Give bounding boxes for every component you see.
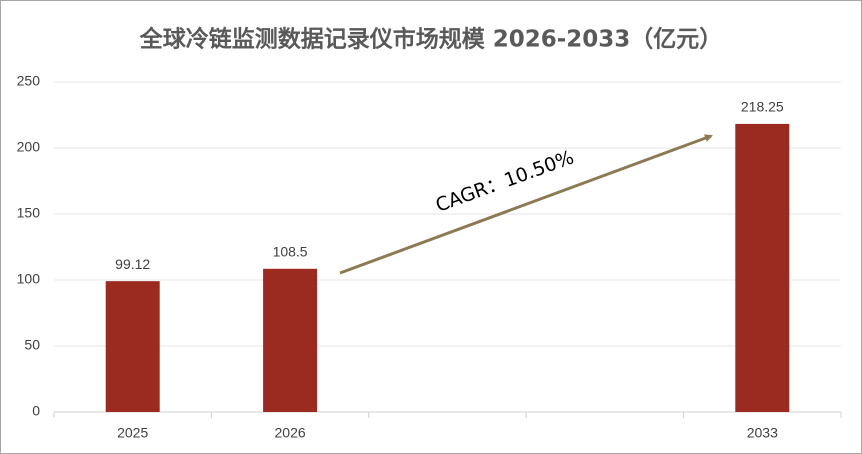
bar: [735, 123, 790, 412]
data-label: 99.12: [115, 256, 150, 272]
x-tick-label: 2026: [275, 425, 306, 441]
data-label: 108.5: [273, 243, 308, 259]
bar: [263, 268, 318, 412]
data-label: 218.25: [741, 99, 784, 115]
x-tick-label: 2025: [117, 425, 148, 441]
y-tick-label: 250: [17, 73, 41, 89]
y-tick-label: 50: [24, 337, 40, 353]
y-tick-label: 150: [17, 205, 41, 221]
y-tick-label: 200: [17, 139, 41, 155]
y-tick-label: 0: [32, 403, 40, 419]
bar: [105, 281, 160, 412]
x-tick-label: 2033: [747, 425, 778, 441]
chart-title: 全球冷链监测数据记录仪市场规模 2026-2033（亿元）: [139, 26, 723, 53]
y-tick-label: 100: [17, 271, 41, 287]
cagr-arrow: [339, 134, 713, 275]
